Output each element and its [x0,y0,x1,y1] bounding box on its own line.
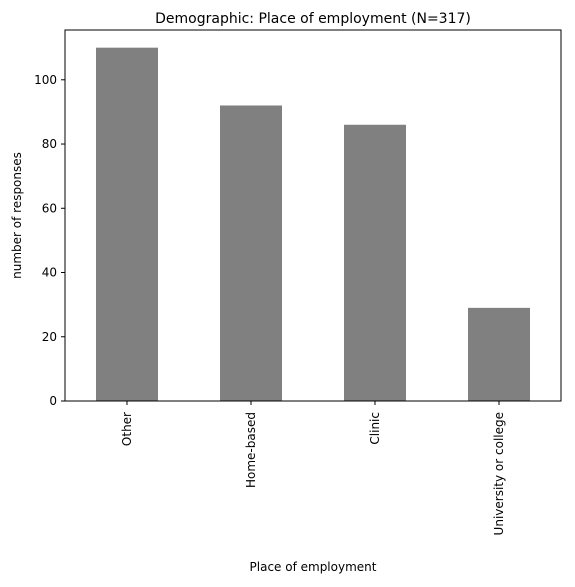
y-axis: 0 20 40 60 80 100 [34,73,65,408]
x-tick-label: Other [120,412,134,446]
x-tick-label: University or college [492,412,506,535]
y-tick-label: 0 [49,394,57,408]
chart-title: Demographic: Place of employment (N=317) [155,11,471,27]
bar-clinic [344,124,406,401]
y-tick-label: 80 [42,137,57,151]
x-axis-label: Place of employment [250,560,377,574]
bar-home-based [220,105,282,401]
bar-university-or-college [468,307,530,401]
x-tick-label: Home-based [244,412,258,488]
y-tick-label: 60 [42,201,57,215]
plot-frame [64,29,562,402]
y-tick-label: 40 [42,266,57,280]
y-axis-label: number of responses [10,152,24,279]
x-tick-label: Clinic [368,412,382,445]
bar-other [96,47,158,402]
y-tick-label: 100 [34,73,57,87]
bars-layer [96,47,530,402]
y-tick-label: 20 [42,330,57,344]
x-axis: Other Home-based Clinic University or colle… [120,401,506,535]
